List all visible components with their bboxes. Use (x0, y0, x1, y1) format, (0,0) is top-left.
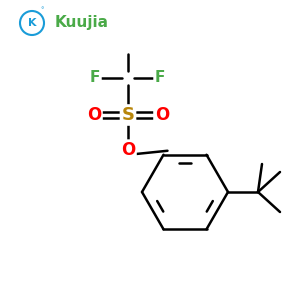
Text: F: F (155, 70, 165, 86)
Text: O: O (155, 106, 169, 124)
Text: O: O (87, 106, 101, 124)
Text: K: K (28, 18, 36, 28)
Text: °: ° (40, 7, 44, 13)
Text: F: F (90, 70, 100, 86)
Text: Kuujia: Kuujia (55, 16, 109, 31)
Text: O: O (121, 141, 135, 159)
Text: S: S (122, 106, 134, 124)
